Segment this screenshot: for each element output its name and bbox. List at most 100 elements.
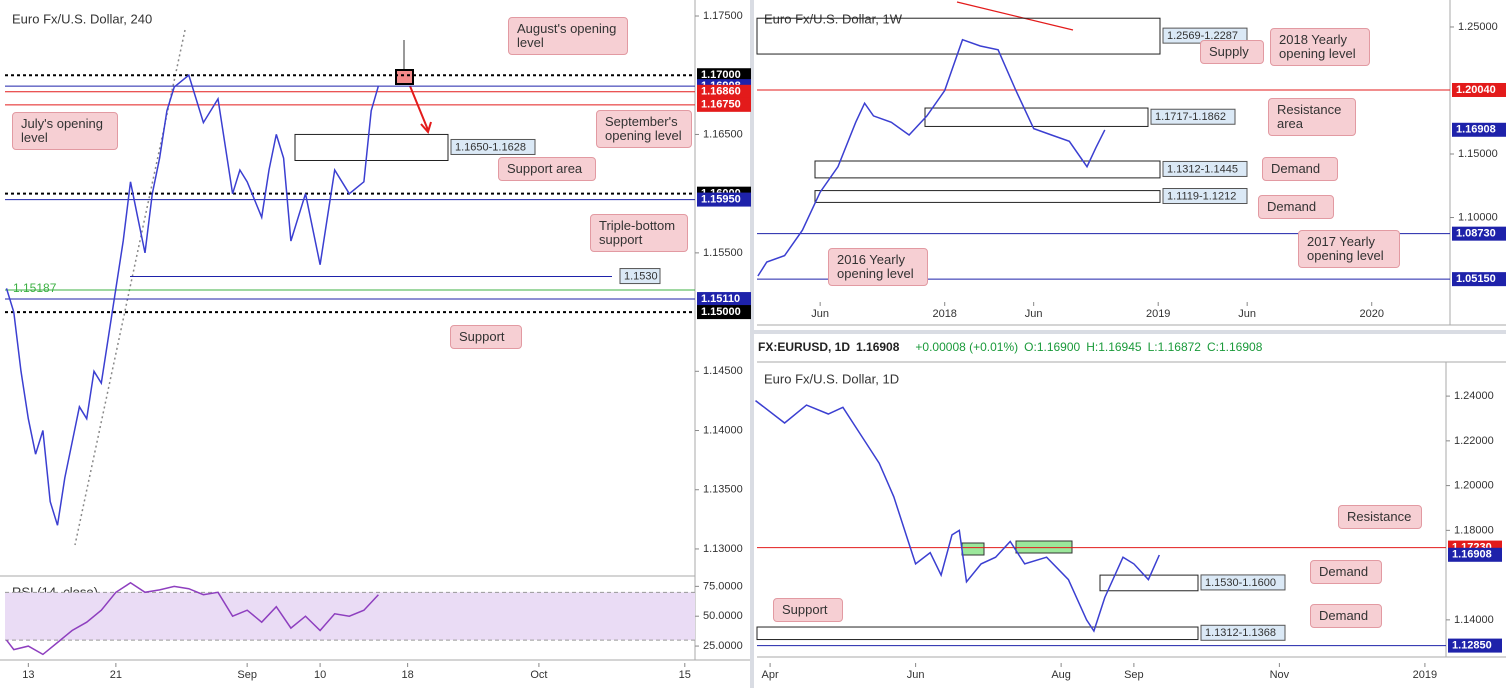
chart-title: Euro Fx/U.S. Dollar, 1W <box>764 11 903 26</box>
x-tick-label: Sep <box>1124 669 1144 681</box>
x-tick-label: Jun <box>1238 308 1256 320</box>
level-label: 1.15950 <box>701 193 741 205</box>
x-tick-label: Jun <box>811 308 829 320</box>
zone-label: 1.1717-1.1862 <box>1155 111 1226 123</box>
callout: Support <box>773 598 843 622</box>
quote-close: C:1.16908 <box>1207 340 1263 354</box>
zone-tag <box>1150 108 1236 125</box>
callout: Resistance area <box>1268 98 1356 136</box>
level-label: 1.15110 <box>701 293 740 305</box>
zone <box>1099 574 1199 592</box>
callout: Demand <box>1310 604 1382 628</box>
level-label: 1.15187 <box>13 281 57 295</box>
x-tick-label: 2019 <box>1413 669 1437 681</box>
price-line <box>757 38 1106 277</box>
x-tick-label: 13 <box>22 669 34 681</box>
y-tick-label: 1.25000 <box>1458 21 1498 33</box>
level-tag <box>619 268 661 285</box>
zone <box>756 17 1161 55</box>
level-badge <box>697 97 751 112</box>
x-tick-label: 2020 <box>1359 308 1383 320</box>
callout: Support <box>450 325 522 349</box>
callout: 2017 Yearly opening level <box>1298 230 1400 268</box>
trend-line <box>956 1 1074 31</box>
x-tick-label: 10 <box>314 669 326 681</box>
y-tick-label: 1.16500 <box>703 128 743 140</box>
quote-last: 1.16908 <box>856 340 900 354</box>
level-badge <box>1452 226 1506 241</box>
callout: August's opening level <box>508 17 628 55</box>
highlight-box <box>1015 540 1073 554</box>
level-badge <box>697 84 751 99</box>
zone <box>756 626 1199 641</box>
zone-tag <box>1200 574 1286 591</box>
zone-tag <box>1162 160 1248 177</box>
zone-label: 1.1530-1.1600 <box>1205 577 1276 589</box>
callout: Demand <box>1258 195 1334 219</box>
level-badge <box>697 305 751 320</box>
y-tick-label: 1.20000 <box>1454 480 1494 492</box>
chart-title: Euro Fx/U.S. Dollar, 1D <box>764 371 899 386</box>
zone <box>814 190 1161 203</box>
forecast-arrow <box>409 85 432 135</box>
level-label: 1.16860 <box>701 86 741 98</box>
y-tick-label: 75.0000 <box>703 580 743 592</box>
price-line <box>5 581 379 656</box>
y-tick-label: 1.24000 <box>1454 390 1494 402</box>
zone <box>814 160 1161 179</box>
level-badge <box>1448 638 1502 653</box>
callout: Support area <box>498 157 596 181</box>
x-tick-label: Oct <box>530 669 547 681</box>
x-tick-label: Aug <box>1051 669 1071 681</box>
x-tick-label: 21 <box>110 669 122 681</box>
y-tick-label: 1.17500 <box>703 10 743 22</box>
level-label: 1.08730 <box>1456 228 1496 240</box>
quote-low: L:1.16872 <box>1148 340 1202 354</box>
zone-tag <box>450 138 536 155</box>
callout: Demand <box>1310 560 1382 584</box>
y-tick-label: 1.15500 <box>703 247 743 259</box>
level-label: 1.17000 <box>701 69 741 81</box>
callout: Supply <box>1200 40 1264 64</box>
y-tick-label: 25.0000 <box>703 640 743 652</box>
zone-label: 1.1650-1.1628 <box>455 141 526 153</box>
callout: 2016 Yearly opening level <box>828 248 928 286</box>
level-label: 1.05150 <box>1456 273 1496 285</box>
level-label: 1.16750 <box>701 99 741 111</box>
level-badge <box>1448 547 1502 562</box>
x-tick-label: Jun <box>1025 308 1043 320</box>
y-tick-label: 1.18000 <box>1454 524 1494 536</box>
callout: Triple-bottom support <box>590 214 688 252</box>
level-label: 1.12850 <box>1452 639 1492 651</box>
level-label: 1.16908 <box>1452 549 1492 561</box>
callout: Resistance <box>1338 505 1422 529</box>
y-tick-label: 1.14000 <box>703 424 743 436</box>
zone-label: 1.1312-1.1368 <box>1205 627 1276 639</box>
quote-high: H:1.16945 <box>1086 340 1142 354</box>
chart-title: Euro Fx/U.S. Dollar, 240 <box>12 11 152 26</box>
x-tick-label: 18 <box>401 669 413 681</box>
y-tick-label: 1.10000 <box>1458 211 1498 223</box>
panel-h4 <box>0 0 750 688</box>
x-tick-label: 2018 <box>932 308 956 320</box>
zone-label: 1.1119-1.1212 <box>1167 190 1236 202</box>
level-badge <box>697 68 751 83</box>
quote-symbol: FX:EURUSD, 1D <box>758 340 850 354</box>
highlight-box <box>961 542 985 556</box>
level-badge <box>697 292 751 307</box>
x-tick-label: Jun <box>907 669 925 681</box>
price-line <box>5 73 380 526</box>
quote-open: O:1.16900 <box>1024 340 1080 354</box>
zone <box>294 133 449 161</box>
y-tick-label: 1.14000 <box>1454 614 1494 626</box>
zone-tag <box>1162 188 1248 205</box>
y-tick-label: 1.15000 <box>1458 148 1498 160</box>
level-badge <box>1452 122 1506 137</box>
y-tick-label: 50.0000 <box>703 610 743 622</box>
callout: July's opening level <box>12 112 118 150</box>
level-badge <box>697 192 751 207</box>
x-tick-label: Apr <box>762 669 779 681</box>
y-tick-label: 1.13000 <box>703 543 743 555</box>
y-tick-label: 1.22000 <box>1454 435 1494 447</box>
